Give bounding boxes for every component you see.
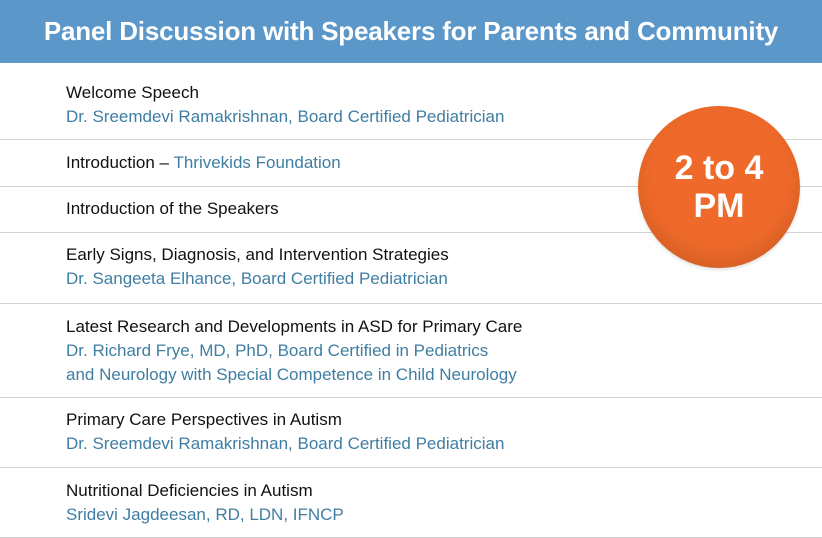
agenda-item-speaker: Dr. Sangeeta Elhance, Board Certified Pe… bbox=[66, 269, 448, 288]
agenda-item-speaker: Dr. Sreemdevi Ramakrishnan, Board Certif… bbox=[66, 434, 505, 453]
agenda-item-speakers-intro: Introduction of the Speakers bbox=[0, 187, 822, 233]
agenda-item-line: Introduction – Thrivekids Foundation bbox=[66, 151, 822, 175]
agenda-item-introduction: Introduction – Thrivekids Foundation bbox=[0, 140, 822, 187]
agenda-item-welcome: Welcome Speech Dr. Sreemdevi Ramakrishna… bbox=[0, 63, 822, 140]
agenda-item-speaker: Sridevi Jagdeesan, RD, LDN, IFNCP bbox=[66, 505, 344, 524]
agenda-item-title: Primary Care Perspectives in Autism bbox=[66, 410, 342, 429]
time-badge: 2 to 4 PM bbox=[638, 106, 800, 268]
agenda-item-speaker: and Neurology with Special Competence in… bbox=[66, 365, 517, 384]
agenda-item-early-signs: Early Signs, Diagnosis, and Intervention… bbox=[0, 233, 822, 304]
agenda-item-primary-care: Primary Care Perspectives in Autism Dr. … bbox=[0, 398, 822, 468]
agenda-item-title: Early Signs, Diagnosis, and Intervention… bbox=[66, 245, 449, 264]
agenda-item-title: Latest Research and Developments in ASD … bbox=[66, 317, 523, 336]
agenda-item-title: Introduction of the Speakers bbox=[66, 199, 279, 218]
time-badge-line2: PM bbox=[693, 187, 745, 225]
agenda-item-title: Welcome Speech bbox=[66, 83, 199, 102]
agenda-item-title: Nutritional Deficiencies in Autism bbox=[66, 481, 313, 500]
page-title: Panel Discussion with Speakers for Paren… bbox=[0, 0, 822, 63]
agenda-item-speaker: Dr. Richard Frye, MD, PhD, Board Certifi… bbox=[66, 341, 489, 360]
time-badge-line1: 2 to 4 bbox=[674, 149, 764, 187]
agenda-item-latest-research: Latest Research and Developments in ASD … bbox=[0, 304, 822, 398]
agenda-item-speaker: Dr. Sreemdevi Ramakrishnan, Board Certif… bbox=[66, 107, 505, 126]
agenda-item-title: Introduction – bbox=[66, 153, 174, 172]
agenda-item-nutrition: Nutritional Deficiencies in Autism Sride… bbox=[0, 468, 822, 538]
agenda-item-speaker: Thrivekids Foundation bbox=[173, 153, 341, 172]
